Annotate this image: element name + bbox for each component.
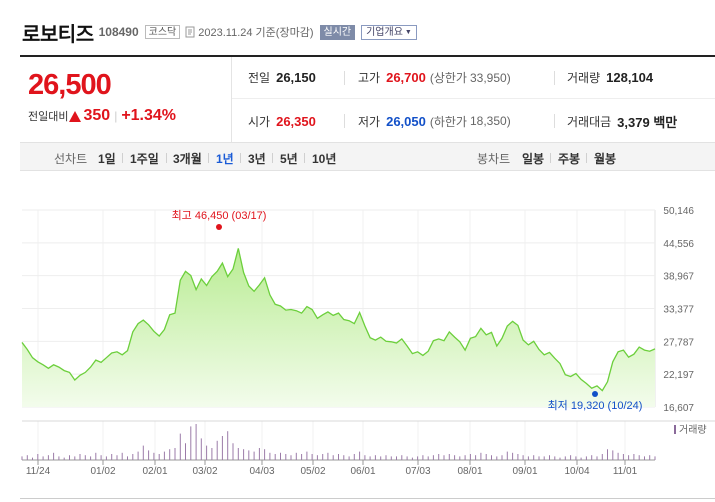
min-point-marker [592,391,598,397]
price-area [22,248,655,407]
stat-prev-close: 전일 26,150 [248,70,316,85]
stats-row: 전일 26,150 고가 26,700 (상한가 33,950) 거래량 128… [232,57,715,99]
x-tick-label: 02/01 [142,466,167,477]
document-icon [185,26,195,38]
stock-header: 로보티즈 108490 코스닥 2023.11.24 기준(장마감) 실시간 기… [22,17,417,47]
chevron-down-icon: ▼ [404,28,412,36]
x-tick-label: 07/03 [405,466,430,477]
y-tick-label: 33,377 [663,304,694,315]
price-change: 전일대비 350 | +1.34% [28,107,176,125]
x-tick-label: 10/04 [564,466,589,477]
candle-option[interactable]: 주봉 [558,152,581,166]
period-option[interactable]: 3개월 [173,152,202,166]
candle-chart-label: 봉차트 [477,152,511,166]
volume-legend-swatch [674,425,676,434]
bottom-divider [20,498,715,499]
as-of-date: 2023.11.24 기준(장마감) [198,27,314,39]
x-tick-label: 04/03 [249,466,274,477]
divider [554,114,555,128]
x-tick-label: 08/01 [457,466,482,477]
volume-legend: 거래량 [679,424,707,436]
period-option[interactable]: 1일 [98,152,116,166]
x-tick-label: 09/01 [512,466,537,477]
divider [344,114,345,128]
x-tick-label: 03/02 [192,466,217,477]
divider: | [114,109,118,123]
period-selector-bar: 선차트 1일 1주일 3개월 1년 3년 5년 10년 봉차트 일봉 주봉 월봉 [20,142,715,171]
current-price: 26,500 [28,69,112,101]
divider [304,153,305,163]
y-tick-label: 44,556 [663,239,694,250]
divider [166,153,167,163]
divider [550,153,551,163]
max-annotation: 최고 46,450 (03/17) [172,209,267,222]
company-overview-button[interactable]: 기업개요 ▼ [361,24,417,40]
y-tick-label: 50,146 [663,206,694,217]
change-label: 전일대비 [28,111,69,123]
market-badge: 코스닥 [144,25,181,39]
price-stats: 전일 26,150 고가 26,700 (상한가 33,950) 거래량 128… [232,57,715,142]
min-annotation: 최저 19,320 (10/24) [548,399,643,412]
x-tick-label: 11/01 [613,466,638,477]
period-option[interactable]: 5년 [280,152,298,166]
stats-row: 시가 26,350 저가 26,050 (하한가 18,350) 거래대금 3,… [232,100,715,142]
price-summary: 26,500 전일대비 350 | +1.34% [20,57,232,142]
x-tick-label: 06/01 [350,466,375,477]
change-percent: +1.34% [121,107,177,124]
stat-high: 고가 26,700 (상한가 33,950) [358,70,511,85]
company-overview-label: 기업개요 [366,26,403,38]
price-chart[interactable]: 11/24 01/02 02/01 03/02 04/03 05/02 06/01 07/03… [0,195,715,495]
divider [554,71,555,85]
stock-code: 108490 [98,25,139,39]
header-divider [20,55,715,57]
y-tick-label: 22,197 [663,370,694,381]
x-tick-label: 11/24 [26,466,51,477]
stat-volume: 거래량 128,104 [567,70,654,85]
divider [272,153,273,163]
stock-name: 로보티즈 [22,23,94,46]
candle-option[interactable]: 일봉 [522,152,545,166]
candle-option[interactable]: 월봉 [594,152,617,166]
period-option-active[interactable]: 1년 [216,152,234,166]
change-value: 350 [83,107,111,124]
line-chart-label: 선차트 [54,152,88,166]
stat-open: 시가 26,350 [248,113,316,129]
realtime-button[interactable]: 실시간 [319,24,356,40]
y-tick-label: 38,967 [663,272,694,283]
divider [208,153,209,163]
stat-trade-value: 거래대금 3,379 백만 [567,114,678,130]
y-tick-label: 16,607 [663,403,694,414]
y-tick-label: 27,787 [663,337,694,348]
period-option[interactable]: 10년 [312,152,337,166]
divider [122,153,123,163]
period-option[interactable]: 3년 [248,152,266,166]
divider [240,153,241,163]
stat-low: 저가 26,050 (하한가 18,350) [358,113,511,129]
x-tick-label: 01/02 [90,466,115,477]
divider [344,71,345,85]
price-line [21,248,656,392]
max-point-marker [216,224,222,230]
divider [586,153,587,163]
up-arrow-icon [69,110,82,122]
x-tick-label: 05/02 [300,466,325,477]
period-option[interactable]: 1주일 [130,152,159,166]
